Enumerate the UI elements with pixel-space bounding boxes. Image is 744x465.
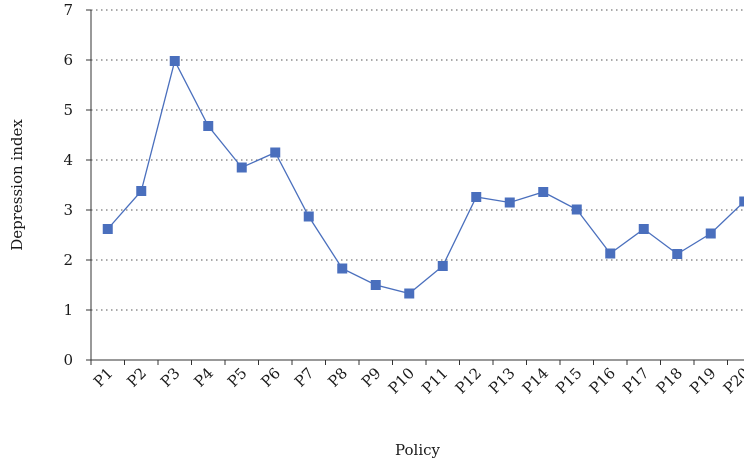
data-series: [102, 56, 744, 299]
data-point: [571, 204, 582, 215]
axes: [86, 9, 744, 365]
x-tick-label: P7: [291, 364, 318, 391]
data-point: [169, 56, 180, 66]
series-line: [107, 59, 744, 295]
y-axis-title: Depression index: [8, 119, 26, 251]
x-axis-title: Policy: [395, 441, 441, 459]
data-point: [437, 261, 448, 271]
data-point: [303, 211, 314, 222]
x-tick-labels: P1 P2 P3 P4 P5 P6 P7 P8 P9 P10 P11 P12 P13 P14 P15 P16 P…: [90, 364, 744, 397]
data-point: [136, 186, 147, 196]
y-tick-label: 7: [63, 1, 73, 19]
data-point: [370, 280, 381, 290]
x-tick-label: P20: [720, 364, 744, 397]
data-point: [638, 224, 649, 234]
data-point: [337, 263, 348, 274]
data-point: [404, 288, 415, 299]
data-point: [705, 228, 716, 239]
gridlines: [91, 9, 744, 311]
x-tick-label: P10: [385, 364, 418, 397]
data-point: [538, 187, 549, 197]
x-tick-label: P14: [519, 364, 552, 397]
data-point: [203, 121, 214, 131]
x-tick-label: P3: [157, 364, 184, 391]
x-tick-label: P2: [123, 364, 150, 391]
y-tick-label: 2: [63, 251, 73, 269]
data-point: [471, 192, 482, 202]
data-point: [236, 162, 247, 173]
x-tick-label: P6: [257, 364, 284, 391]
y-tick-label: 3: [63, 201, 73, 219]
data-point: [504, 197, 515, 208]
data-point: [672, 249, 683, 259]
x-tick-label: P5: [224, 364, 251, 391]
x-tick-label: P13: [485, 364, 518, 397]
x-tick-label: P18: [653, 364, 686, 397]
y-tick-label: 4: [63, 151, 73, 169]
x-tick-label: P17: [619, 364, 652, 397]
x-tick-label: P8: [324, 364, 351, 391]
y-tick-labels: 0 1 2 3 4 5 6 7: [63, 1, 73, 369]
x-tick-label: P12: [452, 364, 485, 397]
x-tick-label: P19: [686, 364, 719, 397]
x-tick-label: P15: [552, 364, 585, 397]
data-point: [605, 248, 616, 259]
series-1: [102, 56, 744, 299]
data-point: [270, 147, 281, 158]
y-tick-label: 0: [63, 351, 73, 369]
y-tick-label: 6: [63, 51, 73, 69]
data-point: [102, 224, 113, 234]
x-tick-label: P9: [358, 364, 385, 391]
x-tick-label: P4: [190, 364, 217, 391]
y-tick-label: 5: [63, 101, 73, 119]
x-tick-label: P11: [418, 364, 451, 397]
data-point: [739, 196, 744, 207]
y-tick-label: 1: [63, 301, 73, 319]
x-tick-label: P16: [586, 364, 619, 397]
x-tick-label: P1: [90, 364, 117, 391]
